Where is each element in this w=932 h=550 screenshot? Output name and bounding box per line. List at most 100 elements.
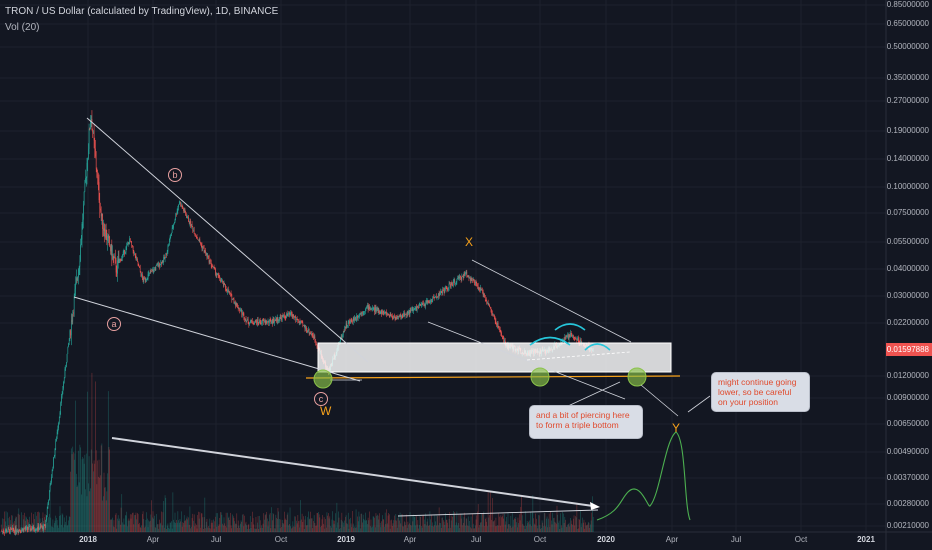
candle-body <box>412 308 414 311</box>
candle-body <box>115 259 117 273</box>
callout-caution[interactable]: might continue going lower, so be carefu… <box>711 372 810 412</box>
volume-bar <box>88 456 90 532</box>
volume-bar <box>412 521 414 532</box>
candle-body <box>397 316 399 317</box>
volume-bar <box>92 463 93 532</box>
candle-body <box>186 215 187 218</box>
candle-body <box>19 530 21 532</box>
candle-body <box>290 312 292 314</box>
candle-body <box>120 259 122 261</box>
volume-bar <box>499 525 501 532</box>
candle-body <box>301 321 302 322</box>
volume-bar <box>84 454 86 532</box>
volume-bar <box>416 524 418 532</box>
candle-body <box>213 266 215 268</box>
volume-bar <box>400 523 402 532</box>
volume-bar <box>100 475 101 532</box>
candle-body <box>371 308 372 310</box>
volume-bar <box>218 526 219 532</box>
volume-bar <box>247 524 249 532</box>
candle-body <box>249 322 250 325</box>
volume-bar <box>154 527 156 532</box>
volume-bar <box>418 525 420 532</box>
candle-body <box>129 238 130 245</box>
candle-body <box>476 282 478 285</box>
volume-bar <box>512 526 514 532</box>
candle-body <box>96 168 98 177</box>
candle-body <box>140 271 142 277</box>
volume-bar <box>496 526 497 532</box>
candle-body <box>274 320 275 323</box>
candle-body <box>482 289 483 291</box>
volume-bar <box>182 522 184 532</box>
volume-bar <box>79 444 81 532</box>
candle-body <box>185 212 186 216</box>
volume-bar <box>70 471 71 532</box>
volume-bar <box>206 518 208 532</box>
candle-body <box>63 381 64 389</box>
volume-bar <box>68 520 69 532</box>
volume-bar <box>570 520 572 532</box>
volume-bar <box>436 515 438 532</box>
volume-bar <box>435 525 437 532</box>
volume-bar <box>553 517 555 532</box>
volume-bar <box>252 518 254 532</box>
candle-body <box>6 530 8 533</box>
volume-bar <box>166 528 167 532</box>
volume-bar <box>214 521 216 532</box>
candle-body <box>55 440 57 449</box>
volume-bar <box>150 514 152 532</box>
volume-bar <box>448 518 450 532</box>
candle-body <box>489 307 491 309</box>
candle-body <box>200 242 201 245</box>
candle-body <box>273 319 274 323</box>
callout-triple-bottom[interactable]: and a bit of piercing here to form a tri… <box>529 405 643 439</box>
candle-body <box>120 259 121 260</box>
candle-body <box>87 158 88 163</box>
volume-bar <box>505 521 507 532</box>
volume-bar <box>417 520 419 532</box>
volume-bar <box>12 515 13 532</box>
candle-body <box>59 412 61 417</box>
candle-body <box>67 346 69 354</box>
volume-bar <box>179 518 181 532</box>
candle-body <box>391 315 392 317</box>
candle-body <box>365 307 367 309</box>
volume-bar <box>269 514 270 532</box>
candle-body <box>97 176 98 178</box>
candle-body <box>477 284 478 286</box>
candle-body <box>263 320 265 322</box>
volume-bar <box>450 527 451 532</box>
candle-body <box>406 311 408 316</box>
volume-bar <box>122 524 124 532</box>
time-tick-label: 2019 <box>337 535 355 544</box>
volume-bar <box>2 518 3 532</box>
candle-body <box>431 299 432 302</box>
candle-body <box>575 338 577 340</box>
candle-body <box>196 235 197 238</box>
candle-body <box>157 264 159 267</box>
volume-bar <box>299 520 301 532</box>
volume-bar <box>464 512 465 532</box>
volume-bar <box>130 518 132 532</box>
volume-bar <box>16 517 17 532</box>
volume-bar <box>291 527 293 532</box>
volume-bar <box>504 513 505 532</box>
candle-body <box>497 322 499 327</box>
candle-body <box>156 264 157 266</box>
volume-bar <box>109 449 110 532</box>
volume-bar <box>548 518 549 532</box>
volume-bar <box>144 526 146 532</box>
volume-bar <box>293 516 295 532</box>
volume-bar <box>249 528 250 532</box>
candle-body <box>241 310 243 315</box>
volume-bar <box>74 453 76 532</box>
volume-bar <box>330 526 331 532</box>
candle-body <box>142 274 143 278</box>
volume-bar <box>261 525 262 532</box>
volume-bar <box>514 518 516 532</box>
volume-bar <box>22 527 23 532</box>
candle-body <box>178 204 179 208</box>
candle-body <box>54 455 55 458</box>
